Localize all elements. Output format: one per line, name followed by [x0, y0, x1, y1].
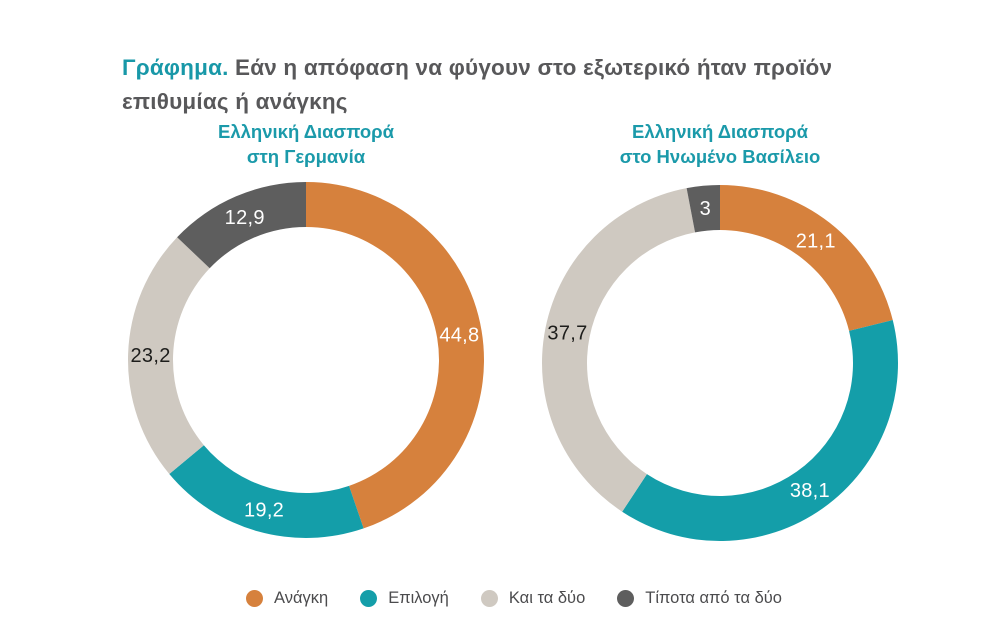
slice-value-label: 38,1 — [790, 480, 830, 502]
donut-slice-neither — [686, 185, 720, 233]
legend-item-both: Και τα δύο — [480, 589, 586, 608]
chart-title-line: Ελληνική Διασπορά — [632, 121, 808, 142]
legend-item-choice: Επιλογή — [360, 589, 449, 608]
legend-dot-both-icon — [480, 590, 498, 607]
slice-value-label: 21,1 — [796, 230, 836, 252]
chart-title-line: στη Γερμανία — [246, 146, 366, 167]
legend-label: Επιλογή — [388, 589, 449, 607]
slice-value-label: 12,9 — [225, 207, 265, 229]
donut-slice-need — [306, 182, 484, 529]
chart-title-germany: Ελληνική Διασπορά στη Γερμανία — [116, 119, 496, 169]
donut-chart-germany: 44,8 19,2 23,2 12,9 — [128, 182, 484, 538]
slice-value-label: 19,2 — [244, 500, 284, 522]
donut-chart-uk: 21,1 38,1 37,7 3 — [542, 185, 898, 541]
chart-title-line: στο Ηνωμένο Βασίλειο — [619, 146, 821, 167]
legend: Ανάγκη Επιλογή Και τα δύο Τίποτα από τα … — [0, 589, 1008, 608]
donut-slice-choice — [169, 445, 364, 538]
slice-value-label: 44,8 — [439, 324, 479, 346]
slice-value-label: 3 — [700, 198, 711, 220]
legend-label: Και τα δύο — [508, 589, 586, 607]
chart-title-line: Ελληνική Διασπορά — [218, 121, 394, 142]
slice-value-label: 23,2 — [131, 345, 171, 367]
chart-title-uk: Ελληνική Διασπορά στο Ηνωμένο Βασίλειο — [530, 119, 910, 169]
legend-item-neither: Τίποτα από τα δύο — [617, 589, 782, 608]
donut-slice-neither — [177, 182, 306, 269]
page-title: Γράφημα. Εάν η απόφαση να φύγουν στο εξω… — [122, 51, 912, 119]
legend-item-need: Ανάγκη — [246, 589, 328, 608]
legend-dot-neither-icon — [617, 590, 635, 607]
donut-slice-need — [720, 185, 893, 331]
slice-value-label: 37,7 — [547, 323, 587, 345]
legend-dot-choice-icon — [360, 590, 378, 607]
legend-label: Ανάγκη — [274, 589, 329, 607]
page-title-text: Εάν η απόφαση να φύγουν στο εξωτερικό ήτ… — [122, 55, 833, 115]
donut-slice-choice — [622, 320, 898, 541]
legend-label: Τίποτα από τα δύο — [645, 589, 782, 607]
page-title-prefix: Γράφημα. — [122, 55, 229, 81]
donut-slice-both — [542, 188, 696, 512]
legend-dot-need-icon — [246, 590, 263, 607]
donut-slice-both — [128, 237, 210, 475]
